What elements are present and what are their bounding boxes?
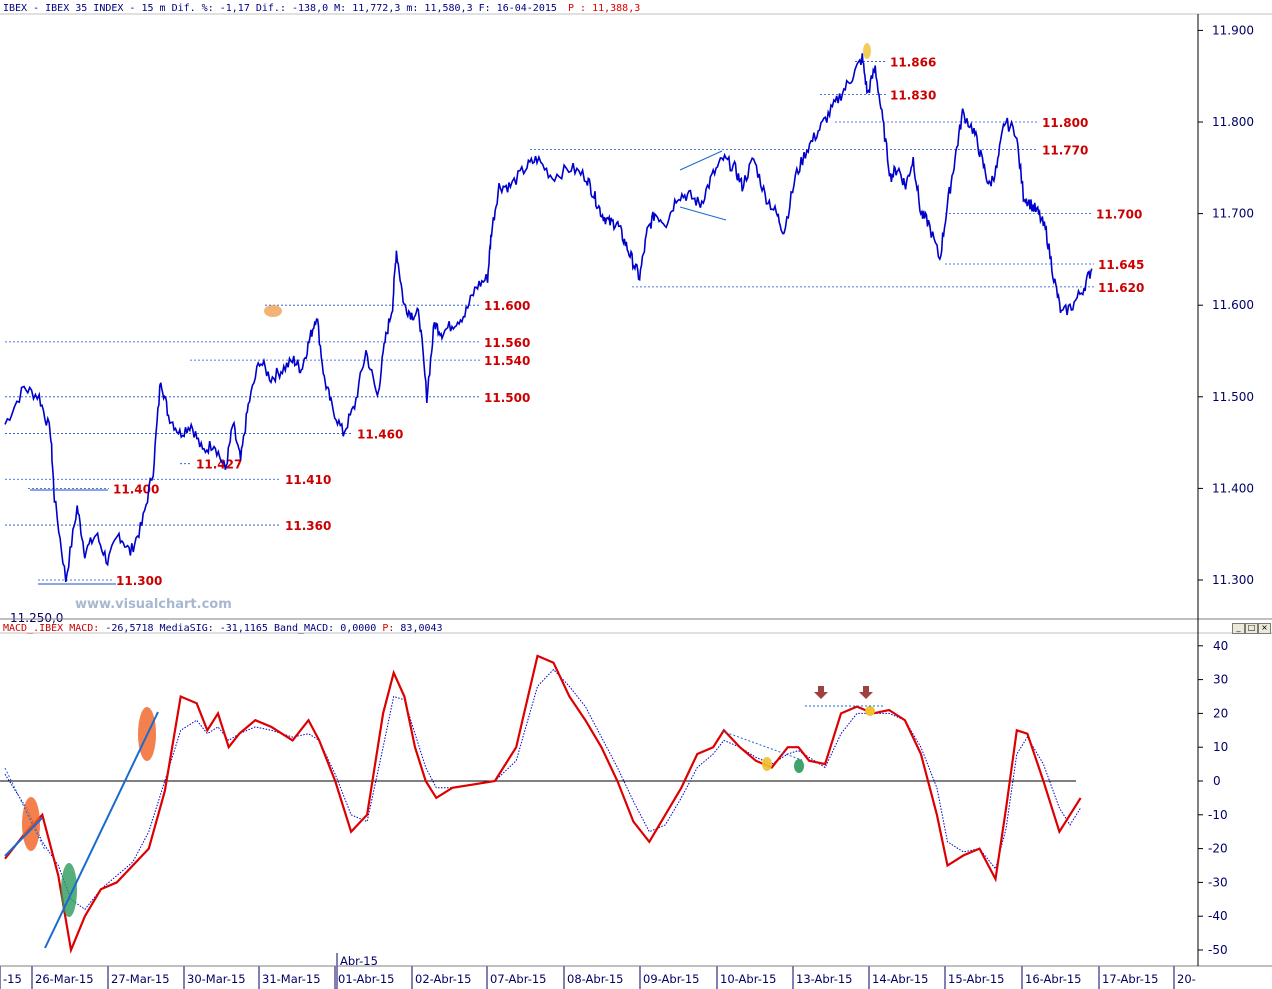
macd-tick-label: 40 — [1213, 639, 1228, 653]
level-label: 11.770 — [1042, 143, 1088, 157]
price-tick-label: 11.500 — [1212, 390, 1254, 404]
x-tick-label: 26-Mar-15 — [35, 972, 94, 986]
price-tick-label: 11.700 — [1212, 207, 1254, 221]
macd-panel: 40 30 20 10 0 -10 -20 -30 -40 -50 — [0, 639, 1228, 957]
price-tick-label: 11.300 — [1212, 573, 1254, 587]
macd-tick-label: -50 — [1208, 943, 1228, 957]
macd-series — [4, 654, 1082, 954]
level-label: 11.460 — [357, 427, 403, 441]
marker-dot — [865, 706, 875, 716]
level-label: 11.620 — [1098, 281, 1144, 295]
x-tick-label: 01-Abr-15 — [338, 972, 394, 986]
channel-line — [679, 206, 727, 221]
x-axis: -15 26-Mar-15 27-Mar-15 30-Mar-15 31-Mar-15 0… — [0, 953, 1196, 989]
level-label: 11.427 — [196, 458, 242, 472]
level-label: 11.830 — [890, 89, 936, 103]
trend-line — [4, 817, 43, 857]
level-label: 11.560 — [484, 336, 530, 350]
marker-ellipse — [61, 863, 77, 917]
x-tick-label: 30-Mar-15 — [187, 972, 246, 986]
marker-ellipse — [22, 797, 40, 851]
annotations — [4, 43, 884, 949]
level-label: 11.400 — [113, 482, 159, 496]
trend-line — [44, 711, 159, 949]
x-tick-label: 09-Abr-15 — [643, 972, 699, 986]
price-tick-label: 11.800 — [1212, 115, 1254, 129]
level-label: 11.500 — [484, 391, 530, 405]
macd-tick-label: 20 — [1213, 706, 1228, 720]
x-tick-label: 17-Abr-15 — [1102, 972, 1158, 986]
level-label: 11.540 — [484, 354, 530, 368]
level-label: 11.700 — [1096, 208, 1142, 222]
price-tick-label: 11.600 — [1212, 298, 1254, 312]
marker-ellipse — [794, 759, 804, 773]
price-last: P : 11,388,3 — [568, 3, 640, 14]
macd-header: MACD_.IBEX MACD: -26,5718 MediaSIG: -31,… — [3, 623, 443, 634]
level-label: 11.300 — [116, 574, 162, 588]
x-tick-label: 14-Abr-15 — [872, 972, 928, 986]
level-label: 11.360 — [285, 519, 331, 533]
channel-line — [679, 150, 723, 171]
macd-tick-label: 0 — [1213, 774, 1221, 788]
x-tick-label: 08-Abr-15 — [567, 972, 623, 986]
cut-label: 11.250,0 — [10, 611, 63, 625]
macd-tick-label: -40 — [1208, 909, 1228, 923]
marker-ellipse — [762, 757, 772, 771]
macd-tick-label: -20 — [1208, 842, 1228, 856]
price-header: IBEX - IBEX 35 INDEX - 15 m Dif. %: -1,1… — [3, 3, 557, 14]
x-tick-label: 27-Mar-15 — [111, 972, 170, 986]
level-label: 11.645 — [1098, 258, 1144, 272]
x-tick-label: 15-Abr-15 — [948, 972, 1004, 986]
arrow-down-icon — [814, 686, 828, 699]
level-label: 11.600 — [484, 299, 530, 313]
level-label: 11.800 — [1042, 116, 1088, 130]
level-label: 11.410 — [285, 473, 331, 487]
marker-ellipse — [264, 305, 282, 317]
x-month-label: Abr-15 — [340, 954, 378, 968]
price-tick-label: 11.400 — [1212, 481, 1254, 495]
arrow-down-icon — [859, 686, 873, 699]
level-label: 11.866 — [890, 56, 936, 70]
watermark: www.visualchart.com — [75, 597, 232, 612]
x-tick-label: 10-Abr-15 — [720, 972, 776, 986]
x-tick-label: 07-Abr-15 — [490, 972, 546, 986]
x-tick-label: 13-Abr-15 — [796, 972, 852, 986]
x-tick-label: -15 — [3, 972, 22, 986]
x-tick-label: 02-Abr-15 — [415, 972, 471, 986]
macd-tick-label: -10 — [1208, 808, 1228, 822]
price-series — [4, 53, 1093, 583]
close-button[interactable]: × — [1258, 623, 1271, 634]
x-tick-label: 20- — [1177, 972, 1196, 986]
minimize-button[interactable]: _ — [1232, 623, 1245, 634]
trend-line — [4, 767, 46, 851]
price-panel: 11.900 11.800 11.700 11.600 11.500 11.400 11.3… — [4, 23, 1254, 625]
trend-line — [721, 730, 803, 761]
price-tick-label: 11.900 — [1212, 23, 1254, 37]
signal-series — [4, 668, 1082, 911]
maximize-button[interactable]: □ — [1245, 623, 1258, 634]
marker-ellipse — [863, 43, 871, 59]
macd-tick-label: 30 — [1213, 673, 1228, 687]
x-tick-label: 16-Abr-15 — [1025, 972, 1081, 986]
macd-tick-label: -30 — [1208, 875, 1228, 889]
x-tick-label: 31-Mar-15 — [262, 972, 321, 986]
macd-tick-label: 10 — [1213, 740, 1228, 754]
